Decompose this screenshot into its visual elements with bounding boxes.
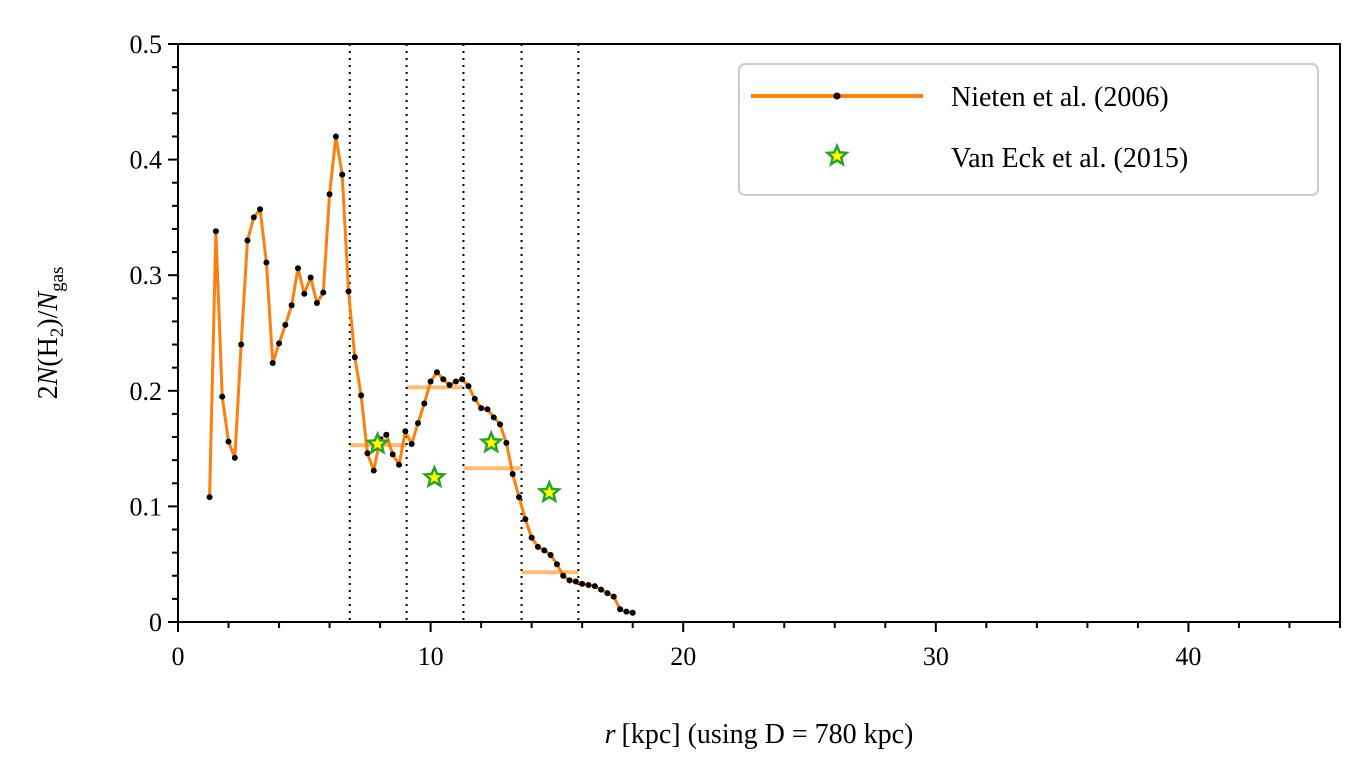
data-point-nieten — [389, 451, 396, 458]
data-point-nieten — [320, 289, 327, 296]
data-point-nieten — [250, 214, 257, 221]
legend-label-vaneck: Van Eck et al. (2015) — [951, 143, 1188, 174]
x-axis-label: r [kpc] (using D = 780 kpc) — [605, 719, 914, 750]
data-point-nieten — [288, 302, 295, 309]
data-point-vaneck — [478, 429, 504, 454]
plot-area — [206, 44, 636, 622]
data-point-nieten — [351, 354, 358, 361]
data-point-nieten — [383, 431, 390, 438]
y-tick-label: 0 — [149, 608, 162, 637]
data-point-nieten — [238, 341, 245, 348]
x-tick-label: 10 — [418, 642, 444, 671]
x-tick-label: 30 — [923, 642, 949, 671]
data-point-nieten — [339, 171, 346, 178]
data-point-nieten — [269, 360, 276, 367]
data-point-nieten — [572, 578, 579, 585]
data-point-nieten — [534, 543, 541, 550]
data-point-nieten — [623, 608, 630, 615]
data-point-nieten — [231, 454, 238, 461]
data-point-nieten — [326, 191, 333, 198]
data-point-nieten — [484, 406, 491, 413]
data-point-nieten — [257, 206, 264, 213]
data-point-nieten — [465, 383, 472, 390]
data-point-nieten — [282, 321, 289, 328]
x-tick-label: 40 — [1175, 642, 1201, 671]
data-point-nieten — [244, 237, 251, 244]
y-tick-label: 0.4 — [130, 146, 163, 175]
data-point-nieten — [522, 516, 529, 523]
legend-marker-vaneck — [824, 142, 850, 167]
data-point-nieten — [358, 392, 365, 399]
y-tick-label: 0.3 — [130, 261, 163, 290]
y-tick-label: 0.1 — [130, 492, 163, 521]
data-point-nieten — [408, 440, 415, 447]
legend-label-nieten: Nieten et al. (2006) — [951, 82, 1169, 113]
data-point-nieten — [528, 534, 535, 541]
data-point-nieten — [478, 405, 485, 412]
data-point-nieten — [433, 369, 440, 376]
data-point-nieten — [553, 561, 560, 568]
data-point-nieten — [307, 274, 314, 281]
data-point-nieten — [598, 586, 605, 593]
data-point-nieten — [452, 378, 459, 385]
data-point-nieten — [332, 133, 339, 140]
data-point-vaneck — [536, 479, 562, 504]
data-point-nieten — [471, 395, 478, 402]
data-point-nieten — [294, 265, 301, 272]
data-point-nieten — [276, 340, 283, 347]
data-point-nieten — [446, 382, 453, 389]
y-tick-label: 0.2 — [130, 377, 163, 406]
data-point-nieten — [206, 494, 213, 501]
x-tick-label: 20 — [670, 642, 696, 671]
data-point-nieten — [219, 393, 226, 400]
data-point-nieten — [301, 290, 308, 297]
data-point-nieten — [629, 609, 636, 616]
data-point-nieten — [541, 547, 548, 554]
data-point-nieten — [402, 428, 409, 435]
data-point-nieten — [610, 593, 617, 600]
data-point-nieten — [263, 259, 270, 266]
data-point-nieten — [364, 450, 371, 457]
plot-frame — [177, 43, 1341, 623]
data-point-nieten — [313, 299, 320, 306]
y-tick-label: 0.5 — [130, 30, 163, 59]
data-point-nieten — [370, 467, 377, 474]
data-point-nieten — [591, 583, 598, 590]
data-point-nieten — [547, 551, 554, 558]
data-point-nieten — [566, 577, 573, 584]
data-point-nieten — [396, 461, 403, 468]
data-point-nieten — [421, 400, 428, 407]
x-tick-label: 0 — [172, 642, 185, 671]
data-point-nieten — [440, 376, 447, 383]
data-point-vaneck — [421, 464, 448, 489]
legend-marker-nieten — [833, 92, 841, 100]
data-point-nieten — [509, 471, 516, 478]
data-point-nieten — [560, 572, 567, 579]
data-point-nieten — [604, 590, 611, 597]
legend: Nieten et al. (2006) Van Eck et al. (201… — [738, 63, 1319, 196]
data-point-nieten — [345, 288, 352, 295]
data-point-nieten — [585, 582, 592, 589]
x-axis: 0 10 20 30 40 — [172, 622, 1341, 671]
data-point-nieten — [212, 228, 219, 235]
data-point-nieten — [490, 414, 497, 421]
data-point-nieten — [497, 421, 504, 428]
data-point-nieten — [617, 606, 624, 613]
data-point-vaneck — [364, 430, 391, 455]
y-axis: 0 0.1 0.2 0.3 0.4 0.5 — [130, 30, 178, 637]
data-point-nieten — [579, 580, 586, 587]
data-point-nieten — [427, 378, 434, 385]
y-axis-label: 2N(H2)/Ngas — [33, 267, 68, 400]
data-point-nieten — [503, 439, 510, 446]
data-point-nieten — [225, 438, 232, 445]
data-point-nieten — [516, 494, 523, 501]
data-point-nieten — [459, 376, 466, 383]
data-point-nieten — [414, 420, 421, 427]
